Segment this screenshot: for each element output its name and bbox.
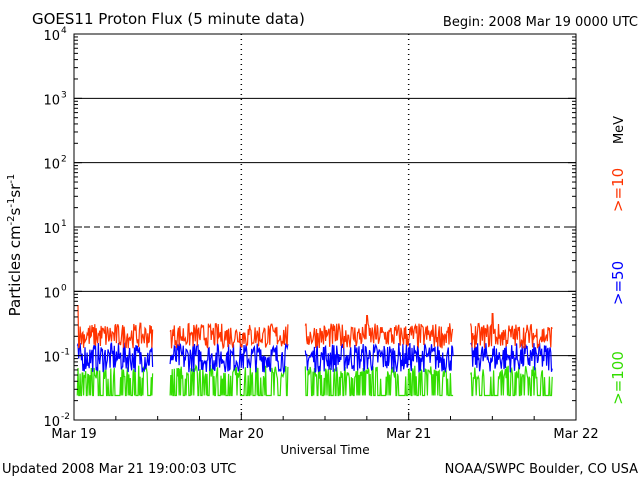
y-tick-label: 10 xyxy=(43,351,60,366)
y-tick-label: 10 xyxy=(43,93,60,108)
y-tick-exponent: -2 xyxy=(61,412,70,422)
x-tick-label: Mar 19 xyxy=(51,427,96,442)
y-tick-label: 10 xyxy=(43,415,60,430)
y-tick-exponent: -1 xyxy=(61,348,70,358)
units-label: MeV xyxy=(612,116,627,144)
begin-label: Begin: 2008 Mar 19 0000 UTC xyxy=(443,15,638,30)
y-tick-exponent: 3 xyxy=(61,90,67,100)
y-axis-label: Particles cm-2s-1sr-1 xyxy=(6,174,24,317)
y-tick-exponent: 0 xyxy=(61,283,67,293)
legend-entry-2: >=100 xyxy=(609,351,627,405)
legend-entry-1: >=50 xyxy=(609,261,627,305)
y-tick-label: 10 xyxy=(43,222,60,237)
updated-label: Updated 2008 Mar 21 19:00:03 UTC xyxy=(2,462,236,477)
x-tick-label: Mar 22 xyxy=(553,427,598,442)
series-0 xyxy=(77,305,553,350)
svg-text:Particles cm-2s-1sr-1: Particles cm-2s-1sr-1 xyxy=(6,174,24,317)
x-tick-label: Mar 21 xyxy=(386,427,431,442)
series-2 xyxy=(76,364,553,397)
legend-entry-0: >=10 xyxy=(609,168,627,212)
credit-label: NOAA/SWPC Boulder, CO USA xyxy=(445,462,638,477)
legend: >=10 >=50 >=100 xyxy=(609,168,627,405)
y-tick-exponent: 4 xyxy=(61,26,67,36)
chart-title: GOES11 Proton Flux (5 minute data) xyxy=(32,10,305,28)
series-layer xyxy=(76,305,553,397)
y-tick-exponent: 1 xyxy=(61,219,67,229)
x-tick-label: Mar 20 xyxy=(219,427,264,442)
x-axis: Mar 19 Mar 20 Mar 21 Mar 22 xyxy=(51,412,599,442)
x-axis-label: Universal Time xyxy=(280,443,369,457)
y-tick-label: 10 xyxy=(43,29,60,44)
series-1 xyxy=(76,341,553,374)
y-tick-label: 10 xyxy=(43,286,60,301)
y-tick-exponent: 2 xyxy=(61,155,67,165)
y-tick-label: 10 xyxy=(43,158,60,173)
